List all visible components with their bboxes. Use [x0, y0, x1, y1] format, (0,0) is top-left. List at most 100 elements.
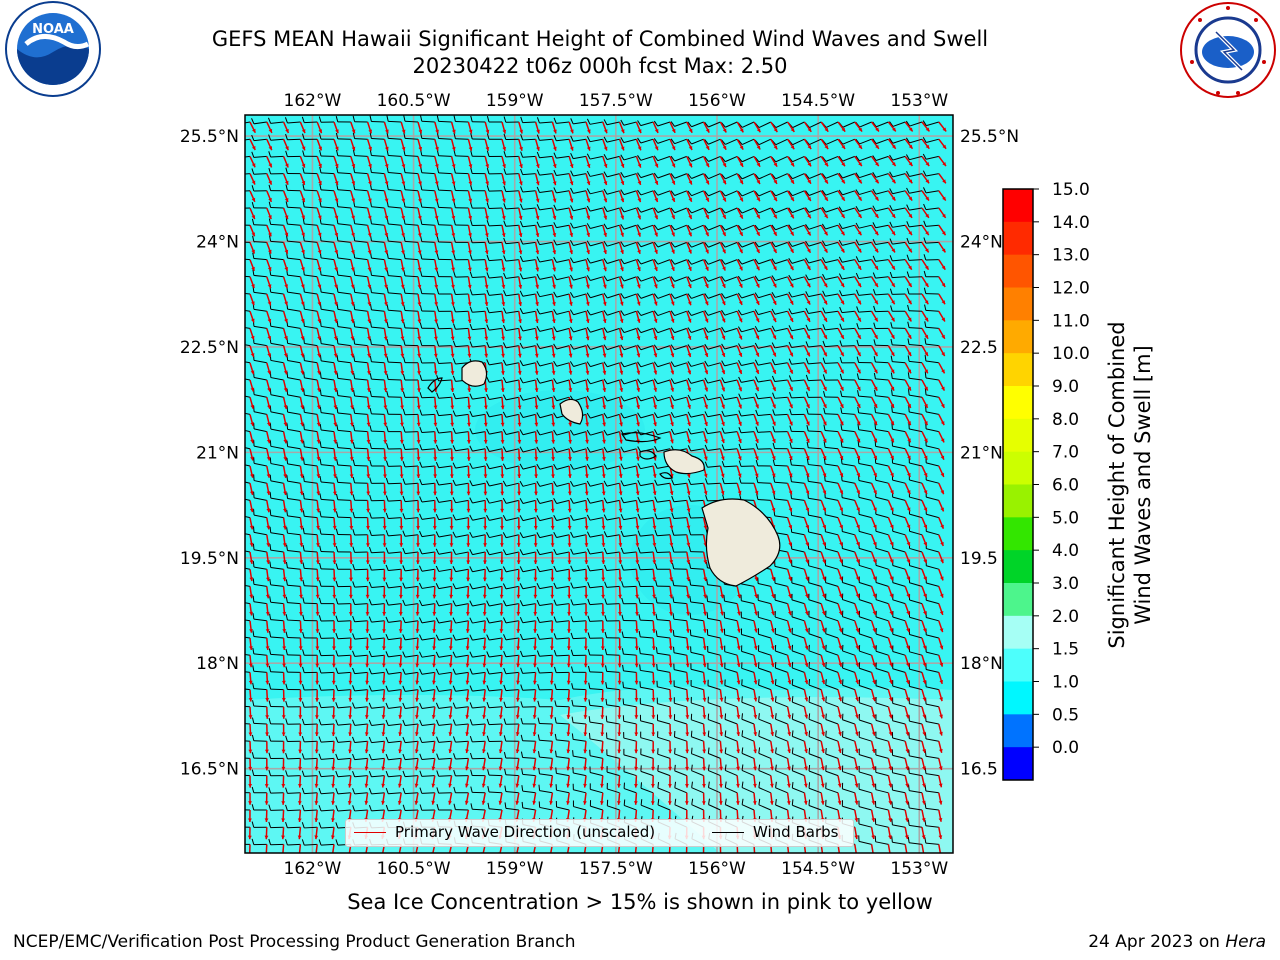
wind-barb: [336, 320, 351, 329]
wind-barb: [788, 358, 805, 365]
wind-barb: [924, 321, 939, 329]
wind-barb: [268, 218, 284, 226]
colorbar-tick-label: 0.0: [1052, 738, 1079, 758]
colorbar-segment: [1003, 648, 1033, 682]
wind-barb: [519, 394, 536, 401]
wind-barb: [286, 354, 301, 364]
wind-barb: [285, 218, 301, 226]
wind-barb: [889, 121, 906, 127]
wind-barb: [553, 326, 570, 333]
wind-barb: [469, 271, 486, 279]
wind-barb: [352, 149, 368, 157]
left-lat-label: 24°N: [196, 233, 239, 253]
wind-barb: [570, 118, 587, 125]
wind-barb: [670, 224, 687, 231]
wind-barb: [704, 343, 721, 350]
wind-barb: [721, 207, 738, 214]
wind-barb: [319, 337, 335, 347]
colorbar-segment: [1003, 615, 1033, 650]
wind-barb: [704, 377, 721, 384]
wind-barb: [245, 155, 251, 158]
wind-barb: [353, 372, 368, 381]
wind-barb: [503, 307, 519, 314]
wind-barb: [771, 342, 788, 349]
wind-barb: [536, 221, 553, 228]
wind-barb: [872, 255, 889, 262]
wind-barb: [586, 378, 603, 385]
wind-barb: [419, 287, 435, 295]
wind-barb: [687, 155, 704, 162]
wind-barb: [788, 224, 805, 231]
wind-barb: [788, 325, 805, 332]
wind-barb: [822, 340, 839, 348]
wind-barb: [771, 359, 788, 366]
wind-barb: [653, 378, 671, 385]
wind-barb: [906, 221, 923, 228]
wind-barb: [838, 172, 855, 179]
wind-barb: [402, 391, 419, 398]
wind-barb: [386, 373, 402, 381]
wind-barb: [553, 169, 570, 177]
wind-barb: [335, 132, 351, 140]
wind-barb: [336, 355, 351, 364]
wind-barb: [889, 255, 906, 262]
wind-barb: [872, 272, 889, 279]
colorbar-tick-label: 8.0: [1052, 410, 1079, 430]
wind-barb: [403, 356, 419, 364]
wind-barb: [805, 207, 822, 213]
wind-barb: [245, 378, 251, 381]
wind-barb: [553, 343, 570, 350]
wind-barb: [839, 290, 855, 297]
wind-barb: [486, 306, 503, 314]
wind-barb: [805, 324, 822, 331]
wind-barb: [821, 206, 839, 213]
wind-barb: [923, 287, 939, 295]
wind-barb: [470, 115, 486, 123]
wind-barb: [889, 271, 906, 279]
wind-barb: [754, 326, 771, 332]
wind-barb: [419, 391, 435, 399]
wind-barb: [553, 239, 570, 246]
map-legend: Primary Wave Direction (unscaled) Wind B…: [345, 819, 854, 847]
wind-barb: [805, 274, 822, 281]
wind-barb: [721, 138, 738, 145]
wind-barb: [319, 354, 335, 364]
wind-barb: [737, 155, 755, 163]
wind-barb: [519, 377, 536, 384]
wind-barb: [486, 185, 503, 192]
wind-barb: [536, 134, 553, 141]
legend-label-barbs: Wind Barbs: [753, 823, 839, 841]
wind-barb: [436, 236, 452, 243]
colorbar-tick-label: 3.0: [1052, 574, 1079, 594]
wind-barb: [907, 372, 923, 381]
colorbar-segment: [1003, 320, 1033, 354]
wind-barb: [653, 155, 671, 162]
wind-barb: [319, 183, 335, 192]
wind-barb: [771, 375, 788, 383]
wind-barb: [586, 118, 603, 125]
wind-barb: [285, 184, 301, 192]
left-lat-label: 22.5°N: [180, 338, 239, 358]
wind-barb: [855, 256, 872, 263]
wind-barb: [453, 236, 469, 243]
wind-barb: [245, 121, 251, 124]
wind-barb: [251, 151, 267, 158]
wind-barb: [721, 155, 738, 163]
wind-barb: [839, 340, 855, 347]
wind-barb: [603, 378, 620, 385]
wind-barb: [704, 360, 721, 367]
wind-barb: [737, 258, 755, 265]
wind-barb: [805, 257, 822, 264]
wind-barb: [335, 116, 351, 123]
wind-barb: [737, 275, 755, 282]
wind-barb: [303, 389, 318, 398]
wind-barb: [245, 310, 251, 312]
wind-barb: [620, 119, 637, 126]
wind-barb: [301, 116, 318, 124]
wind-barb: [486, 133, 503, 140]
wind-barb: [486, 150, 503, 158]
wind-barb: [386, 338, 402, 347]
colorbar-tick-label: 1.5: [1052, 640, 1079, 660]
bottom-lon-label: 159°W: [486, 859, 544, 879]
wind-barb: [872, 205, 889, 212]
